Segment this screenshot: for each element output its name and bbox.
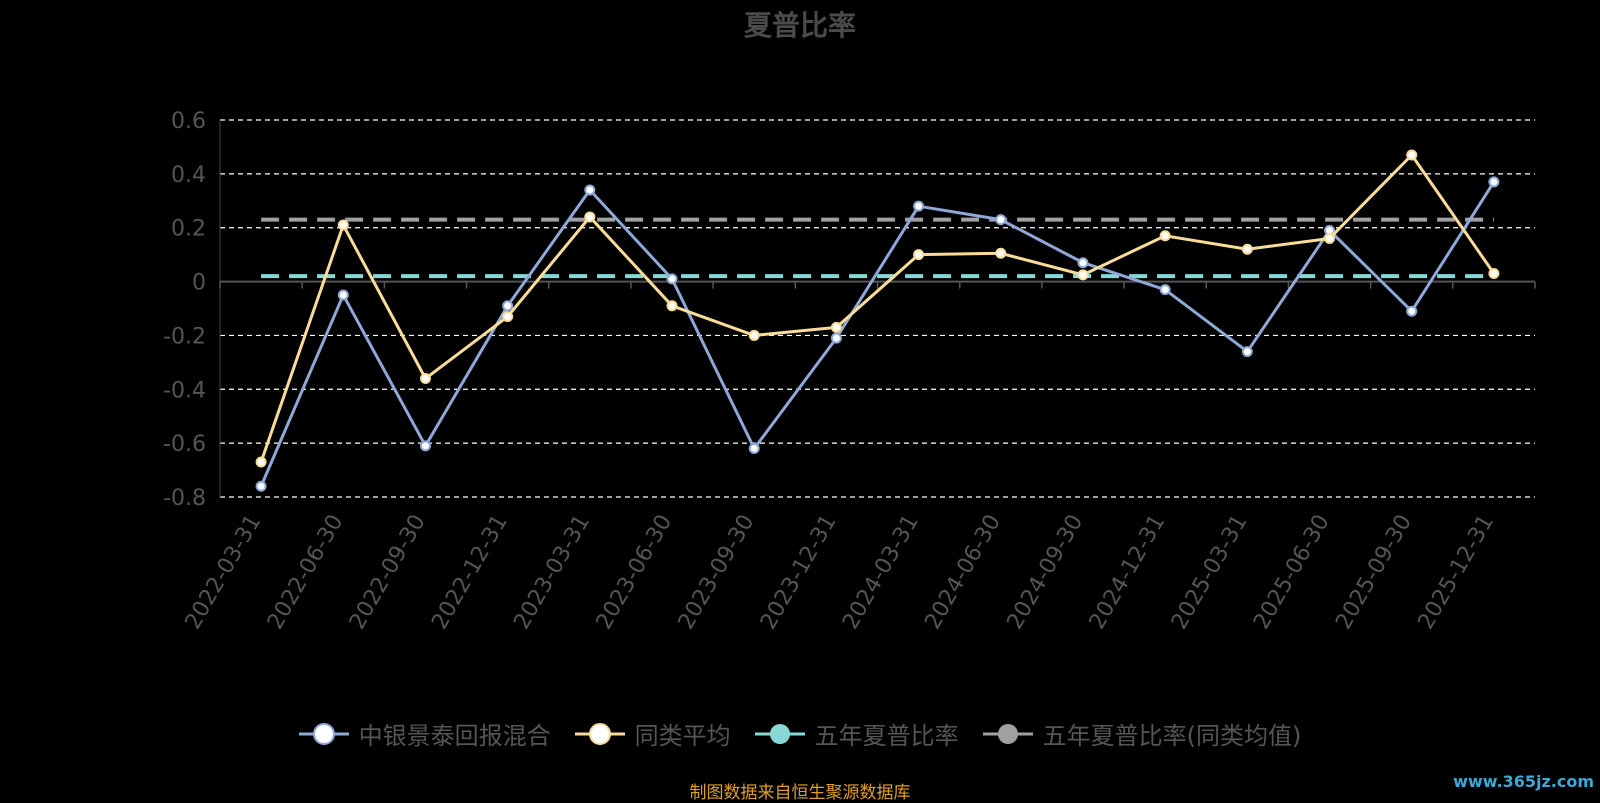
gridlines <box>220 119 1535 498</box>
legend-item-peer-average[interactable]: 同类平均 <box>574 716 731 751</box>
data-point <box>830 332 842 344</box>
y-tick-label: 0 <box>192 271 206 296</box>
legend-five-year-marker-icon <box>754 723 805 744</box>
legend-item-fund[interactable]: 中银景泰回报混合 <box>298 716 551 751</box>
legend-item-five-year-sharpe[interactable]: 五年夏普比率 <box>754 716 959 751</box>
data-point <box>419 440 431 452</box>
x-tick-label: 2023-09-30 <box>674 511 760 634</box>
x-tick-label: 2024-09-30 <box>1003 511 1089 634</box>
series-lines <box>255 149 1500 492</box>
data-point <box>255 456 267 468</box>
data-point <box>666 273 678 285</box>
x-tick-label: 2023-06-30 <box>592 511 678 634</box>
data-point <box>1241 346 1253 358</box>
y-tick-label: -0.2 <box>163 324 206 349</box>
y-tick-label: 0.6 <box>171 109 206 134</box>
data-point <box>1406 305 1418 317</box>
x-tick-label: 2024-12-31 <box>1085 511 1171 634</box>
x-tick-label: 2023-12-31 <box>756 511 842 634</box>
data-point <box>1241 243 1253 255</box>
x-tick-label: 2025-09-30 <box>1331 511 1417 634</box>
x-tick-label: 2022-12-31 <box>427 511 513 634</box>
y-tick-label: 0.2 <box>171 217 206 242</box>
legend-label-fund: 中银景泰回报混合 <box>358 722 551 750</box>
data-point <box>584 211 596 223</box>
data-point <box>995 214 1007 226</box>
x-tick-label: 2022-03-31 <box>181 511 267 634</box>
legend: 中银景泰回报混合 同类平均 五年夏普比率 五年夏普比率(同类均值) <box>0 716 1600 751</box>
y-tick-label: -0.4 <box>163 378 206 403</box>
data-point <box>1406 149 1418 161</box>
data-point <box>748 443 760 455</box>
data-point <box>502 311 514 323</box>
legend-label-five-year-peer-sharpe: 五年夏普比率(同类均值) <box>1042 722 1302 750</box>
y-tick-label: 0.4 <box>171 163 206 188</box>
series-line <box>259 153 1496 463</box>
data-point <box>337 289 349 301</box>
reference-lines <box>261 217 1494 279</box>
data-point <box>830 321 842 333</box>
data-point <box>419 373 431 385</box>
data-point <box>1488 176 1500 188</box>
x-tick-label: 2024-03-31 <box>838 511 924 634</box>
data-point <box>1324 232 1336 244</box>
x-tick-label: 2023-03-31 <box>509 511 595 634</box>
legend-label-peer-average: 同类平均 <box>634 722 731 750</box>
data-point <box>337 219 349 231</box>
chart-title: 夏普比率 <box>743 9 856 42</box>
y-tick-label: -0.6 <box>163 432 206 457</box>
data-point <box>666 300 678 312</box>
data-point <box>1159 284 1171 296</box>
data-point <box>1159 230 1171 242</box>
y-axis: 0.6 0.4 0.2 0 -0.2 -0.4 -0.6 -0.8 <box>163 109 221 511</box>
data-point <box>584 184 596 196</box>
data-point <box>1077 257 1089 269</box>
data-point <box>1488 267 1500 279</box>
legend-fund-marker-icon <box>298 722 349 745</box>
x-tick-label: 2022-09-30 <box>345 511 431 634</box>
data-point <box>255 480 267 492</box>
legend-peer-marker-icon <box>574 722 625 745</box>
x-tick-label: 2024-06-30 <box>920 511 1006 634</box>
legend-label-five-year-sharpe: 五年夏普比率 <box>814 722 959 750</box>
data-point <box>995 247 1007 259</box>
x-tick-label: 2025-06-30 <box>1249 511 1335 634</box>
data-point <box>913 249 925 261</box>
data-point <box>502 300 514 312</box>
watermark-logo: www.365jz.com <box>1453 772 1594 791</box>
data-point <box>1077 269 1089 281</box>
y-tick-label: -0.8 <box>163 486 206 511</box>
legend-five-year-peer-marker-icon <box>982 723 1033 744</box>
x-tick-label: 2025-12-31 <box>1414 511 1500 634</box>
x-tick-label: 2025-03-31 <box>1167 511 1253 634</box>
x-axis: 2022-03-312022-06-302022-09-302022-12-31… <box>181 280 1536 634</box>
data-point <box>913 200 925 212</box>
data-point <box>748 329 760 341</box>
x-tick-label: 2022-06-30 <box>263 511 349 634</box>
legend-item-five-year-peer-sharpe[interactable]: 五年夏普比率(同类均值) <box>982 716 1302 751</box>
series-line <box>259 181 1496 487</box>
data-source-note: 制图数据来自恒生聚源数据库 <box>689 783 911 803</box>
